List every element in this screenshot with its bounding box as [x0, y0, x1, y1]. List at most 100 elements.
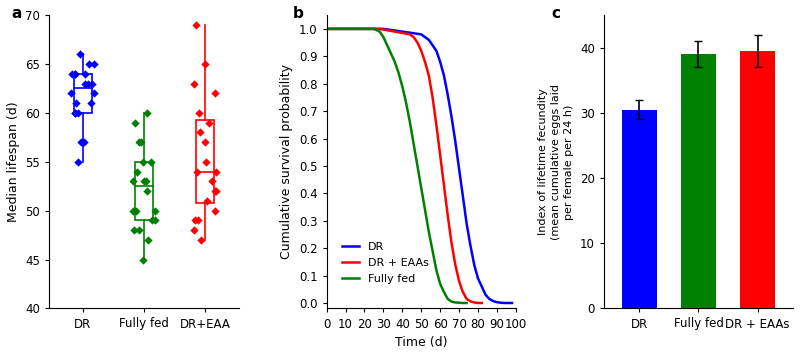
DR	[488, 299, 498, 303]
DR	[439, 73, 449, 78]
Point	[69, 110, 82, 116]
DR + EAAs	[398, 31, 407, 35]
Point	[134, 140, 147, 145]
Point	[199, 140, 212, 145]
DR + EAAs	[409, 35, 418, 39]
DR	[407, 31, 417, 35]
DR	[458, 194, 468, 198]
Bar	[135, 162, 153, 220]
Line: DR: DR	[326, 29, 512, 303]
DR + EAAs	[450, 262, 460, 267]
Fully fed	[405, 120, 414, 124]
Point	[77, 140, 90, 145]
Y-axis label: Median lifespan (d): Median lifespan (d)	[7, 101, 20, 222]
DR + EAAs	[458, 290, 468, 294]
Point	[201, 198, 214, 204]
Point	[145, 159, 158, 165]
DR	[470, 262, 479, 267]
DR	[424, 38, 434, 42]
Fully fed	[390, 60, 399, 64]
DR	[443, 93, 453, 97]
Fully fed	[413, 164, 422, 168]
DR	[503, 301, 513, 305]
Point	[86, 81, 98, 87]
Fully fed	[424, 230, 434, 234]
Point	[82, 81, 94, 87]
Point	[209, 208, 222, 214]
DR + EAAs	[322, 27, 331, 31]
X-axis label: Time (d): Time (d)	[395, 336, 447, 349]
DR + EAAs	[413, 41, 422, 45]
Point	[82, 61, 95, 67]
Point	[140, 110, 153, 116]
Point	[137, 159, 150, 165]
DR	[322, 27, 331, 31]
Fully fed	[378, 35, 388, 39]
Point	[130, 169, 143, 174]
Point	[206, 178, 218, 184]
Fully fed	[435, 282, 445, 286]
Text: c: c	[551, 6, 560, 21]
Point	[194, 237, 207, 243]
Fully fed	[409, 142, 418, 146]
Point	[87, 61, 100, 67]
Point	[149, 218, 162, 223]
DR	[417, 32, 426, 37]
DR + EAAs	[435, 153, 445, 157]
Point	[88, 90, 101, 96]
Point	[66, 71, 78, 77]
DR	[420, 35, 430, 39]
Point	[75, 140, 88, 145]
DR	[496, 300, 506, 305]
Point	[190, 22, 202, 28]
Point	[79, 71, 92, 77]
Fully fed	[439, 290, 449, 294]
DR + EAAs	[462, 297, 471, 301]
DR + EAAs	[454, 279, 464, 283]
Bar	[74, 74, 91, 113]
Fully fed	[386, 51, 396, 56]
Point	[74, 51, 86, 57]
DR + EAAs	[466, 299, 475, 303]
Point	[70, 100, 82, 106]
Point	[208, 188, 221, 194]
DR	[435, 60, 445, 64]
Point	[187, 227, 200, 233]
DR + EAAs	[470, 300, 479, 305]
Fully fed	[420, 208, 430, 212]
Point	[209, 90, 222, 96]
Fully fed	[454, 300, 464, 305]
Fully fed	[322, 27, 331, 31]
Fully fed	[446, 299, 456, 304]
DR + EAAs	[443, 213, 453, 218]
Fully fed	[382, 43, 392, 47]
Bar	[197, 120, 214, 203]
Point	[128, 227, 141, 233]
Fully fed	[431, 268, 441, 272]
Point	[202, 120, 215, 126]
Fully fed	[443, 297, 453, 301]
Fully fed	[398, 84, 407, 89]
Point	[198, 61, 211, 67]
Point	[133, 227, 146, 233]
Fully fed	[402, 101, 411, 105]
Y-axis label: Cumulative survival probability: Cumulative survival probability	[281, 64, 294, 259]
Point	[191, 218, 204, 223]
DR + EAAs	[473, 301, 482, 305]
DR	[431, 49, 441, 53]
DR	[477, 284, 486, 289]
Legend: DR, DR + EAAs, Fully fed: DR, DR + EAAs, Fully fed	[338, 238, 434, 288]
Point	[72, 110, 85, 116]
Point	[130, 208, 142, 214]
Text: a: a	[11, 6, 22, 21]
Y-axis label: Index of lifetime fecundity
(mean cumulative eggs laid
per female per 24 h): Index of lifetime fecundity (mean cumula…	[538, 84, 574, 240]
DR	[466, 243, 475, 247]
DR + EAAs	[417, 49, 426, 53]
DR	[462, 221, 471, 226]
Fully fed	[394, 70, 403, 75]
Point	[126, 178, 139, 184]
Point	[79, 81, 92, 87]
Point	[200, 159, 213, 165]
Fully fed	[417, 186, 426, 190]
Point	[85, 100, 98, 106]
